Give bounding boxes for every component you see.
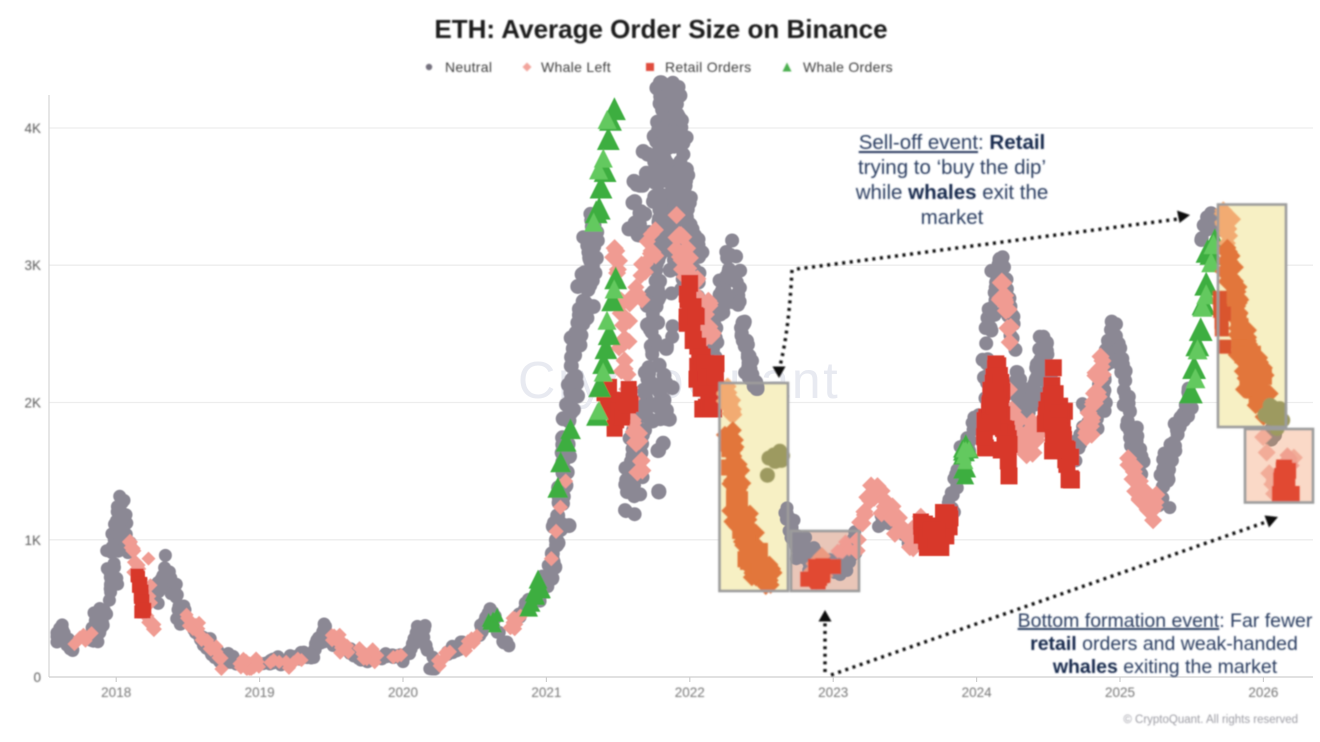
svg-text:trying to ‘buy the dip’: trying to ‘buy the dip’ <box>858 156 1046 179</box>
svg-text:2024: 2024 <box>962 685 993 700</box>
svg-text:while whales exit the: while whales exit the <box>855 181 1049 204</box>
svg-text:ETH: Average Order Size on Bin: ETH: Average Order Size on Binance <box>434 14 887 44</box>
svg-text:Neutral: Neutral <box>445 59 492 75</box>
svg-text:retail orders and weak-handed: retail orders and weak-handed <box>1030 633 1298 655</box>
svg-text:© CryptoQuant. All rights rese: © CryptoQuant. All rights reserved <box>1123 714 1298 726</box>
svg-text:Whale Left: Whale Left <box>541 59 611 75</box>
svg-text:2022: 2022 <box>675 685 705 700</box>
svg-text:1K: 1K <box>24 533 41 548</box>
svg-text:2023: 2023 <box>818 685 848 700</box>
svg-text:2K: 2K <box>24 396 41 411</box>
svg-text:0: 0 <box>33 670 41 685</box>
svg-text:Sell-off event: Retail: Sell-off event: Retail <box>859 131 1046 154</box>
svg-text:4K: 4K <box>24 121 41 136</box>
svg-text:2021: 2021 <box>531 685 561 700</box>
svg-text:Retail Orders: Retail Orders <box>665 59 751 75</box>
svg-text:2018: 2018 <box>101 685 131 700</box>
svg-text:2026: 2026 <box>1248 685 1278 700</box>
svg-text:market: market <box>921 206 984 229</box>
svg-text:2020: 2020 <box>388 685 418 700</box>
svg-text:Whale Orders: Whale Orders <box>803 59 893 75</box>
svg-text:2025: 2025 <box>1105 685 1135 700</box>
svg-text:Bottom formation event: Far f: Bottom formation event: Far fewer <box>1018 610 1313 632</box>
svg-text:whales exiting the market: whales exiting the market <box>1052 656 1278 678</box>
svg-text:2019: 2019 <box>245 685 275 700</box>
svg-text:3K: 3K <box>24 258 41 273</box>
